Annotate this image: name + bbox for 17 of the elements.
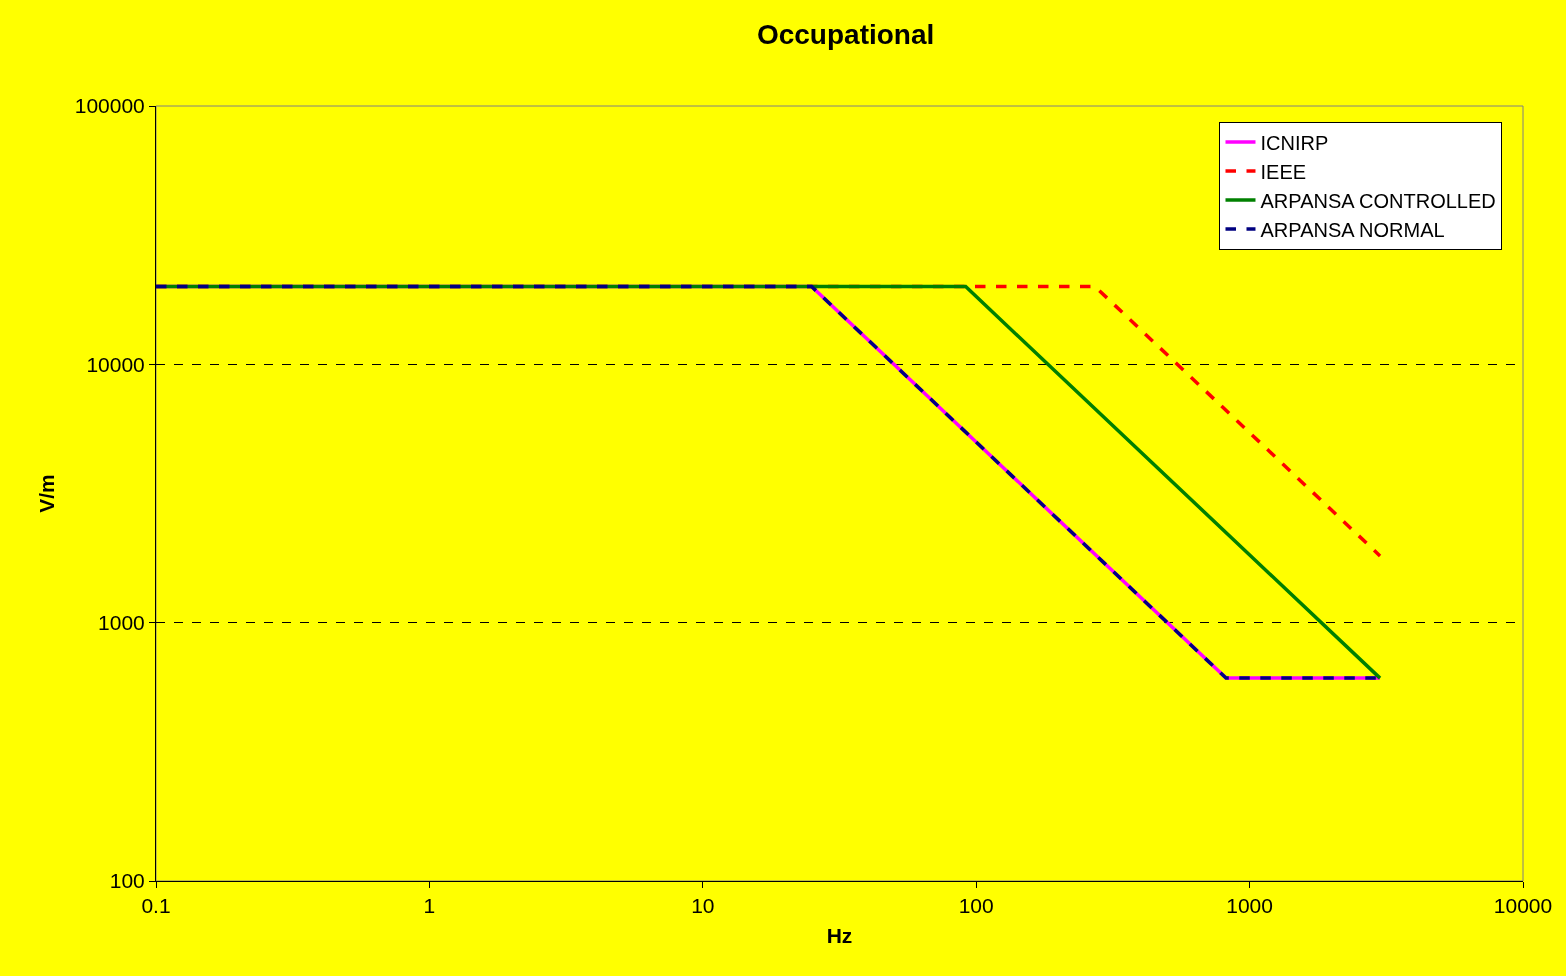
x-tick-label: 10 [691, 894, 715, 918]
x-tick-label: 100 [958, 894, 994, 918]
x-tick-label: 0.1 [141, 894, 171, 918]
x-axis-title: Hz [826, 924, 853, 948]
chart-title: Occupational [756, 19, 935, 50]
x-tick-label: 1 [423, 894, 436, 918]
legend-label: ARPANSA NORMAL [1260, 218, 1445, 241]
y-axis-title: V/m [34, 474, 58, 513]
x-tick-label: 1000 [1226, 894, 1273, 918]
legend-label: ICNIRP [1260, 131, 1329, 154]
legend-label: IEEE [1260, 160, 1307, 183]
x-tick-label: 10000 [1493, 894, 1553, 918]
legend-label: ARPANSA CONTROLLED [1260, 189, 1496, 212]
y-tick-label: 100000 [74, 94, 145, 118]
y-tick-label: 100 [109, 869, 145, 893]
y-tick-label: 10000 [86, 352, 145, 376]
y-tick-label: 1000 [98, 611, 145, 635]
